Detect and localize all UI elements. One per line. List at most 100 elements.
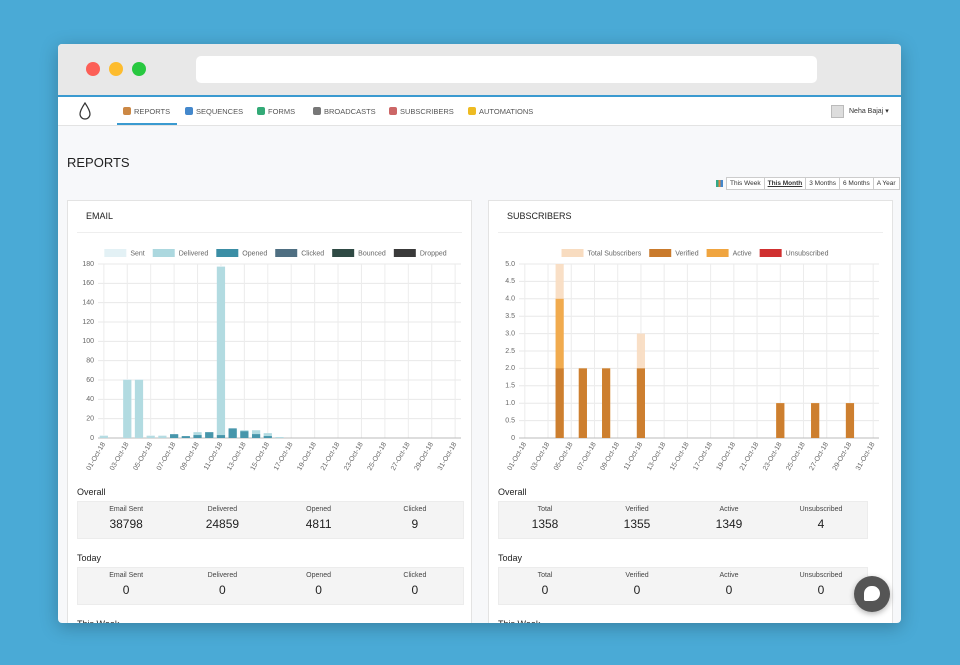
stat: Email Sent 0: [78, 568, 174, 604]
nav-label[interactable]: SEQUENCES: [196, 106, 244, 116]
x-tick-label: 05-Oct-18: [132, 441, 154, 472]
legend-label: Opened: [242, 250, 267, 257]
close-button[interactable]: [86, 62, 100, 76]
range-button[interactable]: A Year: [872, 177, 900, 190]
y-tick-label: 4.5: [505, 278, 515, 285]
section-title: Today: [498, 553, 523, 563]
bar: [275, 437, 284, 438]
legend-swatch: [561, 249, 584, 257]
y-tick-label: 100: [82, 338, 94, 345]
x-tick-label: 25-Oct-18: [367, 441, 389, 472]
range-button[interactable]: This Month: [763, 177, 807, 190]
nav-label[interactable]: FORMS: [268, 106, 296, 116]
x-tick-label: 23-Oct-18: [762, 441, 784, 472]
x-tick-label: 23-Oct-18: [343, 441, 365, 472]
stat: Active 0: [683, 568, 775, 604]
chart: 0 20 40 60 80 100 120 140 160 180 01-Oct-18 03-Oct-…: [82, 249, 461, 472]
legend-swatch: [275, 249, 298, 257]
stat-value: 4: [817, 517, 825, 531]
nav-item[interactable]: FORMS: [257, 97, 295, 125]
stat: Delivered 24859: [174, 502, 270, 538]
legend-swatch: [649, 249, 672, 257]
chat-icon: [864, 586, 880, 601]
x-tick-label: 15-Oct-18: [249, 441, 271, 472]
stat-value: 24859: [205, 517, 240, 531]
stat-value: 1349: [715, 517, 743, 531]
stat: Total 0: [499, 568, 591, 604]
user-name[interactable]: Neha Bajaj: [849, 108, 884, 115]
stat-label: Email Sent: [109, 572, 144, 579]
panel: SUBSCRIBERS Overall Total 1358 Verified 1355 A…: [488, 200, 893, 623]
x-tick-label: 31-Oct-18: [437, 441, 459, 472]
nav-item[interactable]: BROADCASTS: [313, 97, 376, 125]
stat: Active 1349: [683, 502, 775, 538]
nav-item[interactable]: SUBSCRIBERS: [389, 97, 454, 125]
legend-label: Unsubscribed: [786, 250, 829, 257]
range-button[interactable]: 3 Months: [805, 177, 841, 190]
logo[interactable]: [78, 102, 92, 120]
bar: [99, 436, 108, 438]
minimize-button[interactable]: [109, 62, 123, 76]
stat: Opened 4811: [271, 502, 367, 538]
legend-swatch: [332, 249, 355, 257]
panel-divider: [498, 232, 883, 233]
x-tick-label: 21-Oct-18: [739, 441, 761, 472]
legend-swatch: [216, 249, 239, 257]
y-tick-label: 2.5: [505, 348, 515, 355]
nav-label[interactable]: AUTOMATIONS: [479, 106, 534, 116]
nav-label[interactable]: BROADCASTS: [324, 106, 376, 116]
nav-item[interactable]: SEQUENCES: [185, 97, 243, 125]
stat-value: 0: [219, 583, 226, 597]
stat: Opened 0: [271, 568, 367, 604]
range-button[interactable]: 6 Months: [839, 177, 874, 190]
x-tick-label: 29-Oct-18: [413, 441, 435, 472]
user-menu[interactable]: Neha Bajaj ▾: [849, 108, 889, 115]
stat-value: 0: [411, 583, 419, 597]
legend-label: Delivered: [179, 250, 209, 257]
bar: [146, 436, 155, 438]
address-bar[interactable]: [196, 56, 817, 83]
active-underline: [117, 123, 177, 125]
x-tick-label: 03-Oct-18: [530, 441, 552, 472]
y-tick-label: 0: [90, 435, 94, 442]
nav-item[interactable]: REPORTS: [123, 97, 170, 125]
browser-window: Neha Bajaj ▾ REPORTS SEQUENCES FORMS BROADC…: [58, 44, 901, 623]
stat-value: 0: [122, 583, 130, 597]
chat-button[interactable]: [854, 576, 890, 612]
stat-value: 1358: [531, 517, 559, 531]
chart: 0 0.5 1.0 1.5 2.0 2.5 3.0 3.5 4.0 4.5 5.0 01-Oct-18…: [505, 249, 879, 472]
x-tick-label: 25-Oct-18: [785, 441, 807, 472]
bar: [776, 403, 785, 438]
bar: [636, 368, 645, 438]
range-button[interactable]: This Week: [726, 177, 765, 190]
bar: [240, 431, 249, 438]
section-title: Overall: [77, 487, 106, 497]
nav-label[interactable]: REPORTS: [134, 106, 171, 116]
stat-label: Active: [719, 572, 739, 579]
x-tick-label: 01-Oct-18: [86, 441, 108, 472]
section-title: This Week: [77, 619, 119, 623]
bar: [228, 428, 237, 438]
stats-box: Total 1358 Verified 1355 Active 1349 Unsubscri…: [498, 501, 868, 539]
y-tick-label: 5.0: [505, 261, 515, 268]
section-title: This Week: [498, 619, 540, 623]
y-tick-label: 40: [86, 396, 94, 403]
stat: Email Sent 38798: [78, 502, 174, 538]
stat-value: 1355: [623, 517, 651, 531]
stat-label: Unsubscribed: [799, 506, 843, 513]
bar: [181, 436, 190, 438]
nav-icon: [313, 107, 321, 115]
maximize-button[interactable]: [132, 62, 146, 76]
legend-label: Total Subscribers: [588, 250, 642, 257]
nav-label[interactable]: SUBSCRIBERS: [400, 106, 454, 116]
page-title: REPORTS: [67, 155, 130, 170]
bar: [193, 435, 202, 438]
y-tick-label: 60: [86, 377, 94, 384]
x-tick-label: 19-Oct-18: [716, 441, 738, 472]
accent-line: [58, 95, 901, 97]
nav-item[interactable]: AUTOMATIONS: [468, 97, 533, 125]
stat-value: 0: [817, 583, 825, 597]
bar: [602, 368, 611, 438]
bar: [170, 434, 179, 438]
